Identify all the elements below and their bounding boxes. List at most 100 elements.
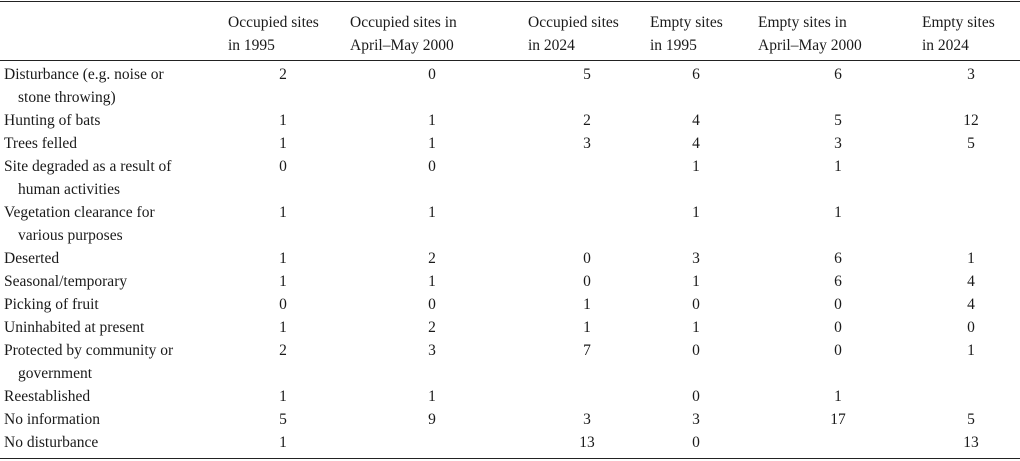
cell-value: 1: [279, 204, 287, 221]
cell-value: 1: [834, 204, 842, 221]
row-label: Disturbance (e.g. noise or stone throwin…: [4, 63, 164, 109]
cell-value: 0: [279, 296, 287, 313]
column-header-line: Occupied sites: [528, 14, 619, 31]
row-label-continuation: human activities: [18, 181, 121, 198]
column-header-line: Occupied sites in: [350, 14, 457, 31]
table-row: Picking of fruit 0 0 1 0 0 4: [0, 293, 1020, 316]
row-label-line: Vegetation clearance for: [4, 204, 155, 221]
table-bottom-rule: [0, 458, 1020, 459]
row-label: Picking of fruit: [4, 293, 99, 316]
cell-value: 12: [963, 112, 979, 129]
cell-value: 1: [279, 388, 287, 405]
cell-value: 0: [279, 158, 287, 175]
row-label-line: Picking of fruit: [4, 296, 99, 313]
cell-value: 6: [834, 66, 842, 83]
column-header-line: April–May 2000: [350, 37, 454, 54]
table-row: Hunting of bats 1 1 2 4 5 12: [0, 109, 1020, 132]
cell-value: 1: [279, 112, 287, 129]
row-label: No disturbance: [4, 431, 98, 454]
row-label: Uninhabited at present: [4, 316, 144, 339]
cell-value: 3: [692, 411, 700, 428]
cell-value: 1: [692, 319, 700, 336]
cell-value: 0: [583, 250, 591, 267]
row-label: No information: [4, 408, 100, 431]
row-label: Site degraded as a result of human activ…: [4, 155, 171, 201]
cell-value: 1: [692, 158, 700, 175]
cell-value: 1: [428, 112, 436, 129]
row-label-line: No information: [4, 411, 100, 428]
cell-value: 4: [692, 112, 700, 129]
column-header-line: Occupied sites: [228, 14, 319, 31]
row-label-line: Site degraded as a result of: [4, 158, 172, 175]
cell-value: 3: [583, 411, 591, 428]
column-header-empty-1995: Empty sites in 1995: [650, 11, 723, 57]
cell-value: 0: [692, 296, 700, 313]
row-label-line: No disturbance: [4, 434, 99, 451]
cell-value: 0: [428, 158, 436, 175]
cell-value: 13: [963, 434, 979, 451]
cell-value: 6: [834, 250, 842, 267]
row-label-line: Disturbance (e.g. noise or: [4, 66, 164, 83]
table-row: Seasonal/temporary 1 1 0 1 6 4: [0, 270, 1020, 293]
column-header-occupied-2024: Occupied sites in 2024: [528, 11, 619, 57]
cell-value: 17: [830, 411, 846, 428]
cell-value: 5: [279, 411, 287, 428]
cell-value: 5: [583, 66, 591, 83]
row-label: Hunting of bats: [4, 109, 100, 132]
header-rule: [0, 60, 1020, 61]
cell-value: 1: [428, 204, 436, 221]
cell-value: 3: [692, 250, 700, 267]
column-header-line: in 2024: [922, 37, 969, 54]
row-label-continuation: stone throwing): [18, 89, 116, 106]
row-label-line: Protected by community or: [4, 342, 174, 359]
cell-value: 2: [428, 319, 436, 336]
cell-value: 1: [834, 388, 842, 405]
table-row: Reestablished 1 1 0 1: [0, 385, 1020, 408]
table-row: No information 5 9 3 3 17 5: [0, 408, 1020, 431]
cell-value: 5: [967, 135, 975, 152]
column-header-line: Empty sites: [650, 14, 723, 31]
row-label-line: Deserted: [4, 250, 60, 267]
row-label-line: Uninhabited at present: [4, 319, 145, 336]
cell-value: 0: [692, 388, 700, 405]
column-header-line: in 1995: [650, 37, 697, 54]
cell-value: 1: [279, 434, 287, 451]
column-header-occupied-2000: Occupied sites in April–May 2000: [350, 11, 457, 57]
cell-value: 3: [834, 135, 842, 152]
cell-value: 1: [583, 319, 591, 336]
row-label: Protected by community or government: [4, 339, 173, 385]
cell-value: 1: [428, 135, 436, 152]
cell-value: 0: [967, 319, 975, 336]
cell-value: 4: [967, 296, 975, 313]
row-label-line: Hunting of bats: [4, 112, 101, 129]
column-header-occupied-1995: Occupied sites in 1995: [228, 11, 319, 57]
cell-value: 1: [279, 135, 287, 152]
column-header-line: Empty sites: [922, 14, 995, 31]
cell-value: 4: [692, 135, 700, 152]
cell-value: 4: [967, 273, 975, 290]
row-label-continuation: government: [18, 365, 93, 382]
cell-value: 3: [583, 135, 591, 152]
column-header-line: April–May 2000: [758, 37, 862, 54]
cell-value: 1: [428, 388, 436, 405]
cell-value: 13: [579, 434, 595, 451]
row-label-line: Seasonal/temporary: [4, 273, 128, 290]
cell-value: 0: [428, 66, 436, 83]
row-label-continuation: various purposes: [18, 227, 123, 244]
cell-value: 0: [692, 434, 700, 451]
cell-value: 7: [583, 342, 591, 359]
cell-value: 1: [692, 273, 700, 290]
row-label: Seasonal/temporary: [4, 270, 127, 293]
column-header-line: in 2024: [528, 37, 575, 54]
cell-value: 1: [967, 250, 975, 267]
column-header-line: in 1995: [228, 37, 275, 54]
cell-value: 2: [583, 112, 591, 129]
cell-value: 1: [967, 342, 975, 359]
cell-value: 1: [692, 204, 700, 221]
table-row: Uninhabited at present 1 2 1 1 0 0: [0, 316, 1020, 339]
row-label-line: Trees felled: [4, 135, 78, 152]
cell-value: 9: [428, 411, 436, 428]
table-row: Vegetation clearance for various purpose…: [0, 201, 1020, 244]
cell-value: 2: [279, 342, 287, 359]
cell-value: 1: [279, 319, 287, 336]
